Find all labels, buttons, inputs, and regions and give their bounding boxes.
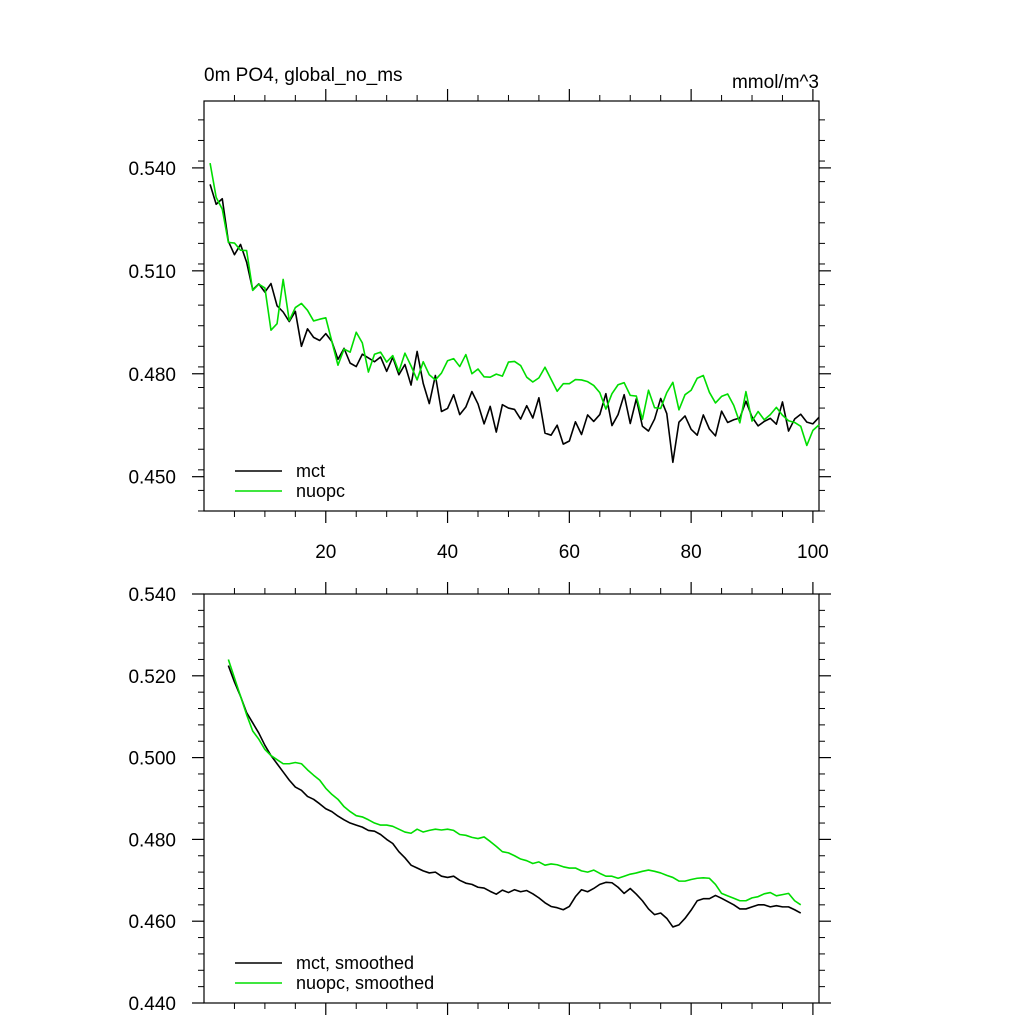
- top-x-tick-label: 40: [437, 542, 458, 563]
- bottom-plot-frame: [203, 593, 820, 1004]
- top-legend-label: mct: [296, 461, 325, 481]
- bottom-series-line-mct: [227, 665, 802, 928]
- top-x-tick-label: 100: [797, 542, 829, 563]
- bottom-y-tick-label: 0.460: [128, 912, 176, 933]
- bottom-y-tick-label: 0.540: [128, 585, 176, 606]
- top-y-tick-label: 0.450: [128, 468, 176, 489]
- bottom-series-line-nuopc: [227, 659, 802, 906]
- top-y-tick-label: 0.540: [128, 159, 176, 180]
- top-y-tick-label: 0.510: [128, 262, 176, 283]
- bottom-y-tick-label: 0.500: [128, 749, 176, 770]
- bottom-y-tick-label: 0.520: [128, 667, 176, 688]
- bottom-legend-label: nuopc, smoothed: [296, 973, 434, 993]
- top-x-tick-label: 20: [315, 542, 336, 563]
- top-series-line-mct: [209, 184, 820, 464]
- bottom-y-tick-label: 0.440: [128, 994, 176, 1015]
- top-x-tick-label: 60: [559, 542, 580, 563]
- top-chart-title: 0m PO4, global_no_ms: [204, 65, 403, 86]
- bottom-y-tick-label: 0.480: [128, 830, 176, 851]
- top-legend-label: nuopc: [296, 481, 345, 501]
- bottom-plot-panel: 0.440 0.460 0.480 0.500 0.520 0.540 mct, smoot…: [128, 582, 831, 1015]
- top-chart-units: mmol/m^3: [732, 72, 819, 93]
- top-plot-frame: [203, 100, 820, 512]
- top-x-tick-label: 80: [681, 542, 702, 563]
- top-y-tick-label: 0.480: [128, 365, 176, 386]
- top-series-line-nuopc: [209, 162, 820, 447]
- bottom-legend-label: mct, smoothed: [296, 953, 414, 973]
